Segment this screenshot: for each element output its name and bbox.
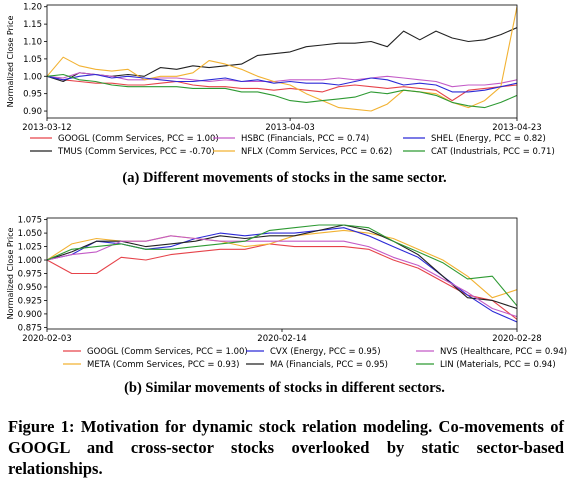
subcaption-a: (a) Different movements of stocks in the… bbox=[122, 170, 447, 186]
series-line-googl bbox=[47, 243, 517, 320]
chart-b: 0.875 0.900 0.925 0.950 0.975 1.000 1.025 1.050… bbox=[6, 216, 567, 370]
series-line-cvx bbox=[47, 227, 517, 323]
series-line-shel bbox=[47, 73, 517, 93]
y-tick-label: 1.000 bbox=[18, 256, 42, 266]
x-tick-label: 2013-04-03 bbox=[265, 123, 314, 133]
y-tick-label: 1.025 bbox=[18, 243, 42, 253]
series-line-tmus bbox=[47, 27, 517, 83]
legend: GOOGL (Comm Services, PCC = 1.00) TMUS (C… bbox=[30, 134, 555, 157]
y-tick-label: 1.10 bbox=[23, 38, 42, 48]
series-line-ma bbox=[47, 224, 517, 310]
y-tick-label: 0.900 bbox=[18, 310, 42, 320]
x-tick-label: 2020-02-03 bbox=[22, 334, 71, 344]
legend-label-meta: META (Comm Services, PCC = 0.93) bbox=[87, 360, 239, 370]
series-line-nflx bbox=[47, 6, 517, 112]
y-axis-label: Normalized Close Price bbox=[6, 228, 15, 320]
y-tick-label: 1.05 bbox=[23, 55, 42, 65]
plot-frame bbox=[46, 217, 518, 330]
y-tick-label: 0.90 bbox=[23, 107, 42, 117]
y-tick-label: 0.95 bbox=[23, 90, 42, 100]
y-tick-label: 1.20 bbox=[23, 3, 42, 13]
legend-label-googl: GOOGL (Comm Services, PCC = 1.00) bbox=[58, 134, 219, 144]
y-tick-label: 1.15 bbox=[23, 20, 42, 30]
y-tick-label: 0.875 bbox=[18, 323, 42, 333]
series-line-meta bbox=[47, 229, 517, 299]
chart-a: 0.90 0.95 1.00 1.05 1.10 1.15 1.20 2013-03-12 20… bbox=[6, 3, 555, 157]
y-tick-label: 1.050 bbox=[18, 229, 42, 239]
series-line-lin bbox=[47, 224, 517, 307]
x-tick-label: 2013-04-23 bbox=[492, 123, 541, 133]
legend-label-nvs: NVS (Healthcare, PCC = 0.94) bbox=[440, 347, 567, 357]
legend-label-cvx: CVX (Energy, PCC = 0.95) bbox=[270, 347, 381, 357]
legend-label-shel: SHEL (Energy, PCC = 0.82) bbox=[431, 134, 546, 144]
legend-label-nflx: NFLX (Comm Services, PCC = 0.62) bbox=[241, 147, 392, 157]
plot-frame bbox=[46, 4, 518, 119]
subcaption-b: (b) Similar movements of stocks in diffe… bbox=[124, 380, 445, 396]
series-line-hsbc bbox=[47, 72, 517, 88]
x-tick-label: 2020-02-14 bbox=[257, 334, 306, 344]
legend-label-googl: GOOGL (Comm Services, PCC = 1.00) bbox=[87, 347, 248, 357]
y-tick-label: 0.925 bbox=[18, 296, 42, 306]
y-tick-label: 1.00 bbox=[23, 72, 42, 82]
legend-label-cat: CAT (Industrials, PCC = 0.71) bbox=[431, 147, 555, 157]
legend-label-hsbc: HSBC (Financials, PCC = 0.74) bbox=[241, 134, 369, 144]
y-tick-label: 1.075 bbox=[18, 216, 42, 226]
series-line-googl bbox=[47, 75, 517, 102]
x-tick-label: 2013-03-12 bbox=[22, 123, 71, 133]
y-tick-label: 0.975 bbox=[18, 270, 42, 280]
y-tick-label: 0.950 bbox=[18, 283, 42, 293]
legend-label-tmus: TMUS (Comm Services, PCC = -0.70) bbox=[57, 147, 215, 157]
legend: GOOGL (Comm Services, PCC = 1.00) META (C… bbox=[63, 347, 567, 370]
series-line-nvs bbox=[47, 235, 517, 318]
series-line-cat bbox=[47, 73, 517, 109]
legend-label-ma: MA (Financials, PCC = 0.95) bbox=[270, 360, 388, 370]
figure-caption: Figure 1: Motivation for dynamic stock r… bbox=[8, 417, 564, 478]
x-tick-label: 2020-02-28 bbox=[492, 334, 541, 344]
y-axis-label: Normalized Close Price bbox=[6, 16, 15, 108]
legend-label-lin: LIN (Materials, PCC = 0.94) bbox=[440, 360, 556, 370]
